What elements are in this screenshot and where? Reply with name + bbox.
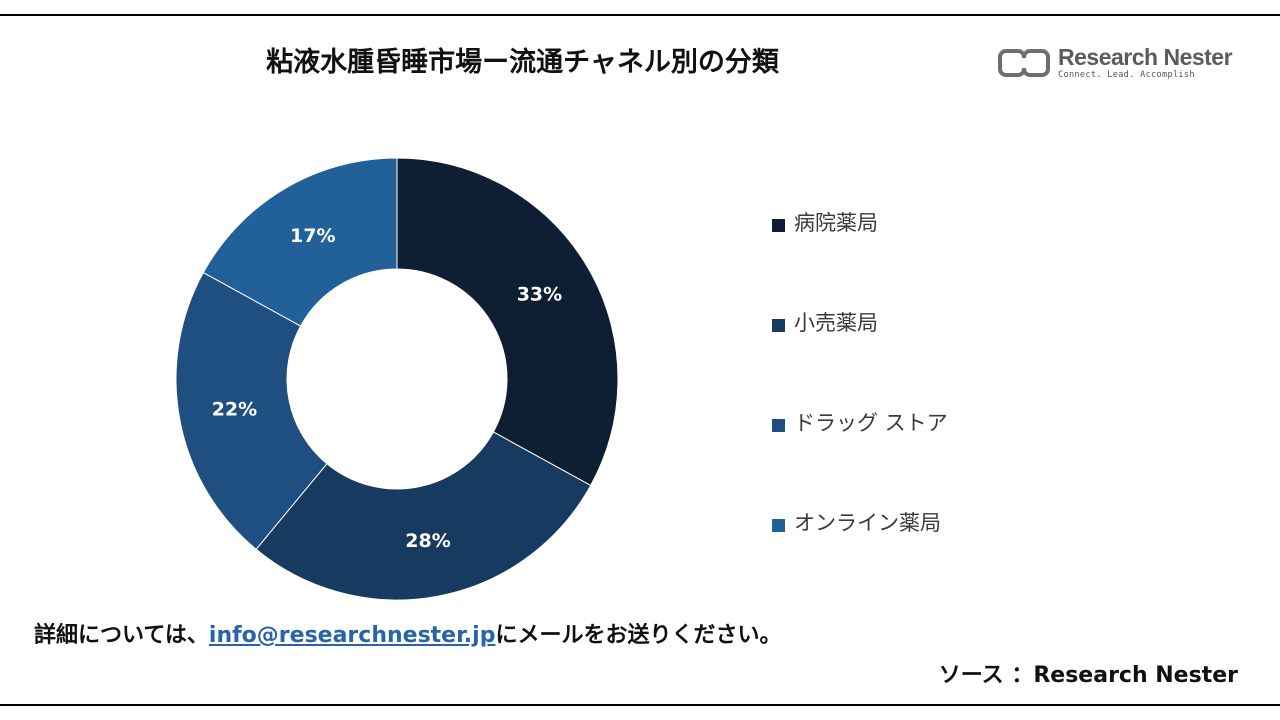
slice-value-label: 28% <box>405 530 450 552</box>
legend-swatch <box>772 519 785 532</box>
logo-name: Research Nester <box>1058 44 1233 70</box>
donut-slice <box>202 157 398 327</box>
legend-swatch <box>772 219 785 232</box>
research-nester-logo: Research Nester Connect. Lead. Accomplis… <box>998 44 1233 84</box>
slice-value-label: 33% <box>517 283 562 305</box>
contact-email-link[interactable]: info@researchnester.jp <box>208 623 496 648</box>
legend-label: オンライン薬局 <box>794 511 941 535</box>
source-credit: ソース ：Research Nester <box>938 663 1238 688</box>
legend-swatch <box>772 319 785 332</box>
chart-title: 粘液水腫昏睡市場ー流通チャネル別の分類 <box>266 47 779 78</box>
legend-label: 小売薬局 <box>794 311 878 335</box>
donut-slice <box>175 271 328 550</box>
legend-label: 病院薬局 <box>794 211 878 235</box>
contact-prefix: 詳細については、 <box>34 623 209 648</box>
donut-slice <box>255 431 592 601</box>
legend-swatch <box>772 419 785 432</box>
legend-label: ドラッグ ストア <box>794 411 948 435</box>
donut-slice <box>396 157 619 487</box>
contact-note: 詳細については、info@researchnester.jpにメールをお送りくだ… <box>34 617 781 649</box>
logo-mark-icon <box>998 49 1050 77</box>
top-border-line <box>0 14 1280 16</box>
bottom-border-line <box>0 704 1280 706</box>
slice-value-label: 17% <box>290 225 335 247</box>
logo-tagline: Connect. Lead. Accomplish <box>1058 70 1195 80</box>
slice-value-label: 22% <box>212 399 257 421</box>
contact-suffix: にメールをお送りください。 <box>495 623 782 648</box>
